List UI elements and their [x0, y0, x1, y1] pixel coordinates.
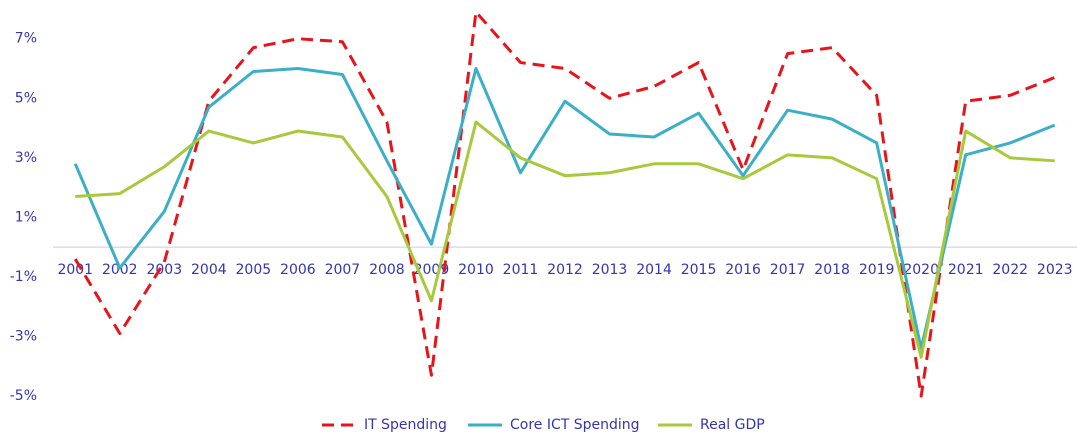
legend-label: Real GDP	[700, 417, 765, 433]
x-tick-label: 2004	[191, 262, 227, 278]
y-tick-label: 1%	[15, 209, 37, 225]
x-tick-label: 2023	[1037, 262, 1073, 278]
y-tick-label: 3%	[15, 150, 37, 166]
legend: IT Spending Core ICT Spending Real GDP	[322, 417, 765, 433]
y-tick-label: 5%	[15, 90, 37, 106]
y-tick-label: -3%	[10, 328, 37, 344]
x-tick-label: 2007	[325, 262, 361, 278]
x-tick-label: 2012	[547, 262, 583, 278]
x-tick-label: 2018	[814, 262, 850, 278]
x-tick-label: 2002	[102, 262, 138, 278]
x-tick-label: 2006	[280, 262, 316, 278]
x-tick-label: 2003	[146, 262, 182, 278]
x-tick-label: 2001	[57, 262, 93, 278]
x-tick-label: 2017	[770, 262, 806, 278]
legend-label: Core ICT Spending	[510, 417, 640, 433]
x-tick-label: 2021	[948, 262, 984, 278]
y-tick-label: -5%	[10, 388, 37, 404]
series-line	[75, 120, 1055, 359]
x-tick-label: 2008	[369, 262, 405, 278]
x-tick-label: 2010	[458, 262, 494, 278]
series-line	[73, 10, 1056, 398]
x-tick-label: 2005	[236, 262, 272, 278]
x-tick-label: 2022	[992, 262, 1028, 278]
x-tick-label: 2011	[503, 262, 539, 278]
x-tick-label: 2016	[725, 262, 761, 278]
y-tick-label: 7%	[15, 31, 37, 47]
x-tick-label: 2020	[903, 262, 939, 278]
x-tick-label: 2014	[636, 262, 672, 278]
y-tick-label: -1%	[10, 269, 37, 285]
legend-label: IT Spending	[364, 417, 447, 433]
x-tick-label: 2015	[681, 262, 717, 278]
x-tick-label: 2013	[592, 262, 628, 278]
series-line	[73, 67, 1056, 350]
x-tick-label: 2019	[859, 262, 895, 278]
